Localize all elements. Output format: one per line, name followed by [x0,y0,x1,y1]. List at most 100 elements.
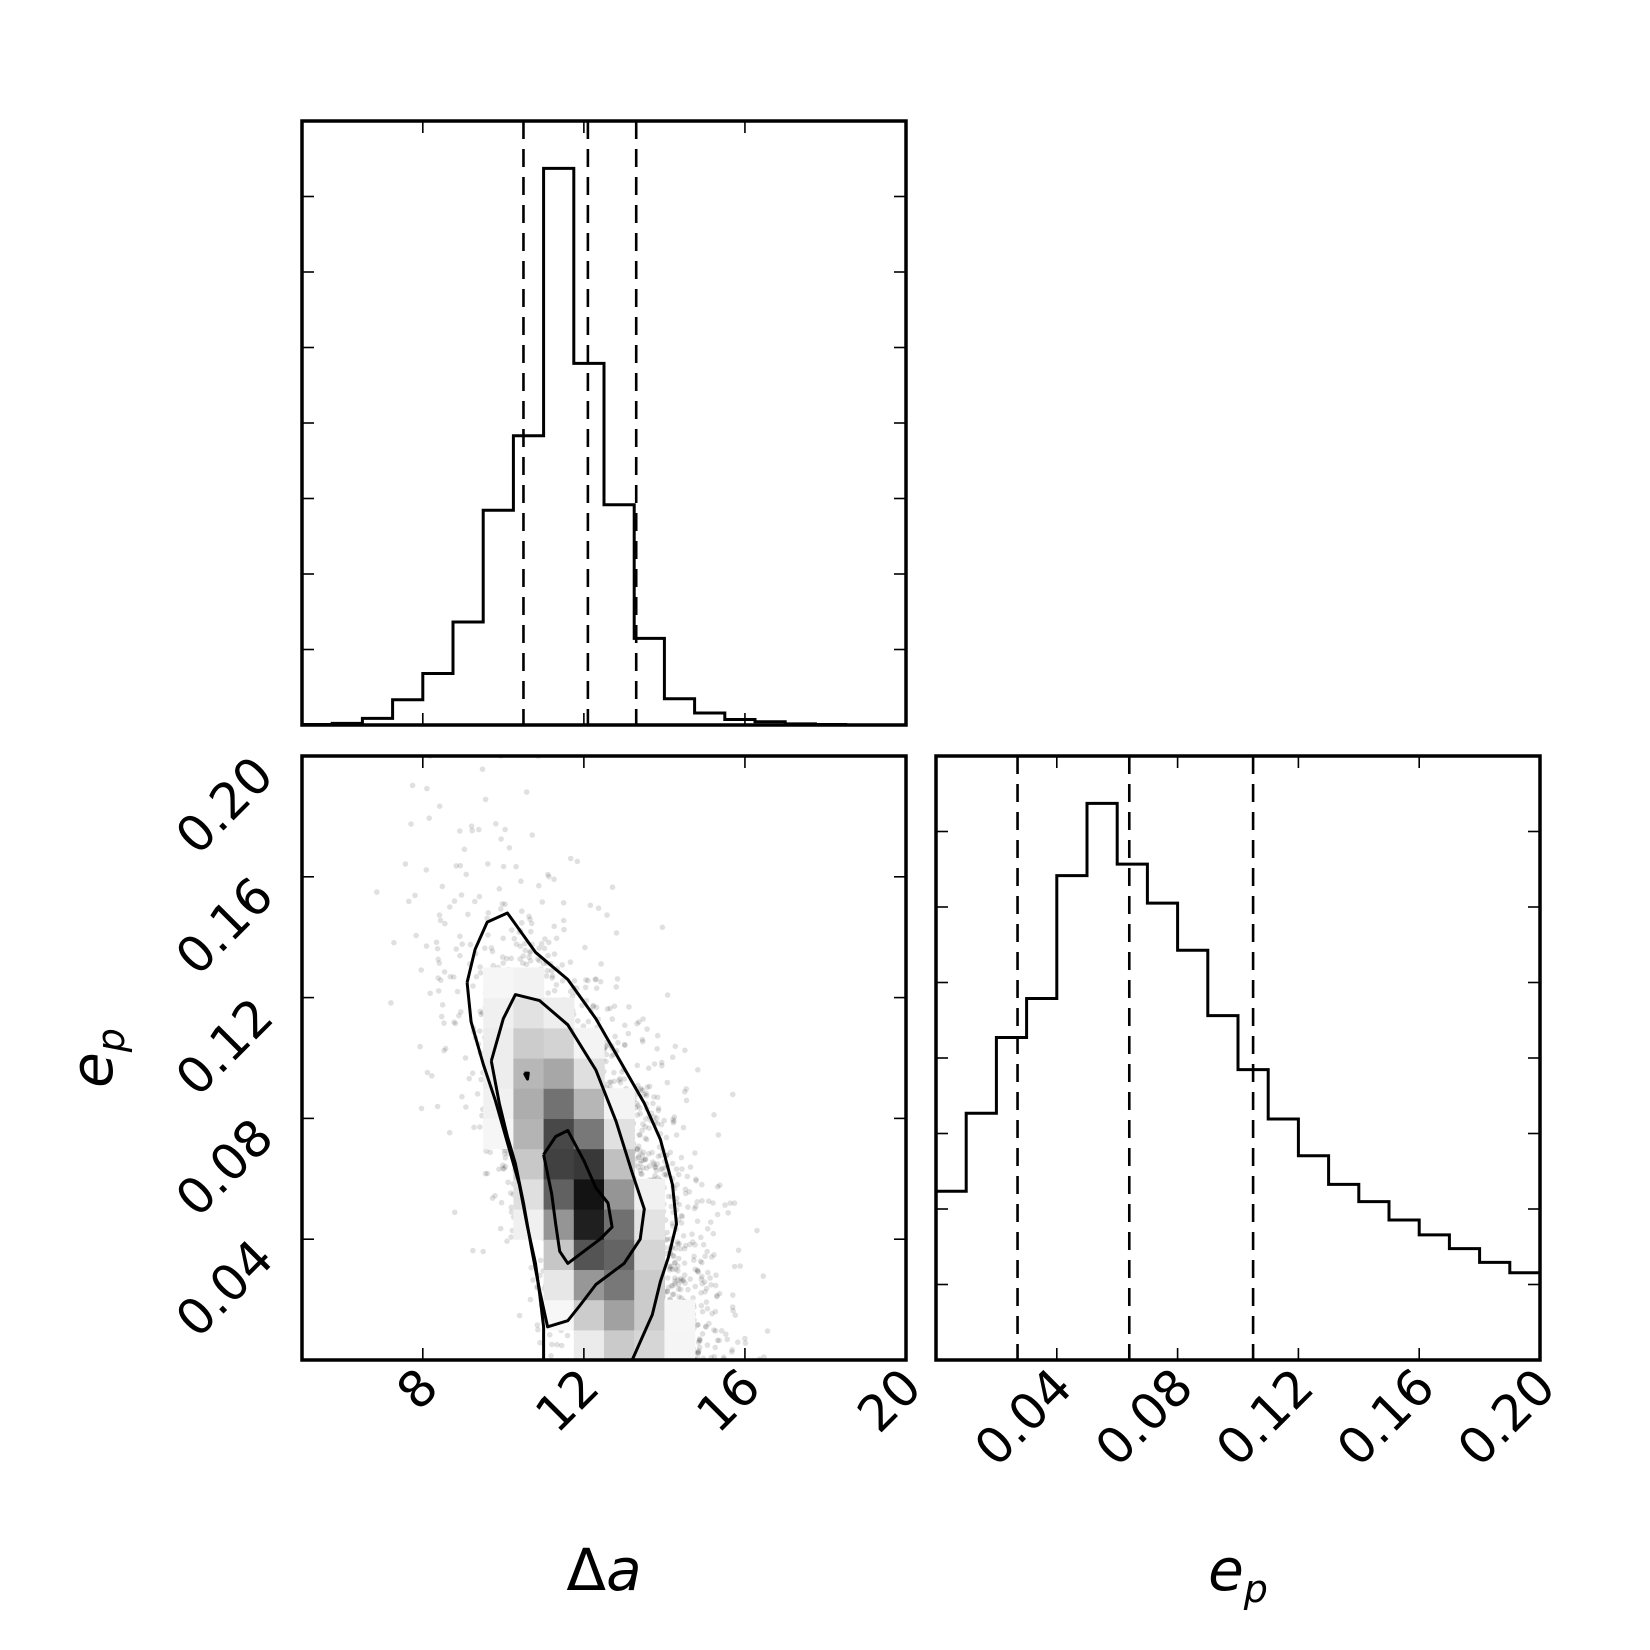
density-cell [543,1027,575,1059]
scatter-point [429,1073,435,1079]
scatter-point [634,1100,640,1107]
scatter-point [539,899,546,905]
scatter-point [504,1238,510,1244]
scatter-point [695,1349,701,1356]
scatter-point [674,1181,680,1188]
scatter-point [634,1020,640,1027]
scatter-point [489,1195,496,1201]
scatter-point [678,1220,685,1226]
scatter-point [438,977,444,983]
scatter-point [541,945,548,952]
scatter-point [480,1248,487,1255]
scatter-point [658,1152,664,1159]
scatter-point [651,1114,657,1120]
scatter-point [664,1079,671,1086]
scatter-point [470,983,476,989]
scatter-point [501,1150,508,1157]
scatter-point [654,1032,661,1039]
scatter-frame [300,754,908,1362]
scatter-point [711,1327,717,1333]
scatter-point [435,975,442,981]
scatter-point [695,1348,702,1354]
scatter-point [675,1281,682,1288]
scatter-point [664,1275,671,1281]
scatter-point [661,1117,667,1124]
density-cell [513,967,545,999]
scatter-point [669,1220,676,1227]
scatter-point [462,1055,469,1061]
scatter-point [671,1253,677,1260]
scatter-point [760,1273,767,1279]
scatter-point [522,947,528,954]
scatter-point [700,1241,707,1248]
scatter-point [672,1245,679,1252]
scatter-point [653,1167,660,1174]
scatter-point [530,1277,536,1283]
scatter-point [716,1290,723,1297]
scatter-point [691,1253,697,1260]
x-tick-label: 12 [524,1357,610,1443]
scatter-point [675,1263,681,1269]
scatter-point [663,1134,670,1141]
scatter-point [549,973,556,979]
scatter-point [477,1008,483,1015]
scatter-point [704,1342,711,1348]
density-cell [604,1329,635,1360]
scatter-point [500,935,507,942]
scatter-point [499,901,506,907]
scatter-point [695,1349,701,1355]
scatter-point [478,1011,484,1018]
scatter-point [508,1234,514,1240]
scatter-point [477,1028,483,1034]
scatter-point [637,1087,644,1093]
scatter-point [546,939,552,946]
scatter-point [714,1337,721,1344]
scatter-point [670,1282,676,1289]
scatter-point [459,941,466,947]
scatter-point [685,1204,691,1210]
scatter-point [517,956,523,962]
scatter-point [692,1242,698,1248]
scatter-point [457,952,463,959]
scatter-point [658,1121,665,1128]
scatter-point [437,917,444,924]
scatter-point [754,1227,760,1234]
ep-histogram-steps [934,801,1540,1360]
scatter-point [575,1018,581,1024]
scatter-point [671,1260,678,1266]
scatter-point [699,1181,705,1188]
scatter-point [477,1124,483,1130]
scatter-point [453,863,460,869]
density-cell [543,1088,575,1119]
scatter-point [508,1204,515,1211]
scatter-point [634,1145,641,1152]
scatter-point [523,961,530,968]
y-axis-label-e: e [58,1052,126,1088]
scatter-point [643,1165,650,1171]
scatter-point [694,1199,700,1205]
scatter-point [664,1289,671,1295]
scatter-point [684,1173,691,1180]
scatter-point [637,1160,643,1167]
scatter-point [434,1103,441,1110]
scatter-point [523,789,530,795]
scatter-point [714,1184,721,1190]
scatter-point [699,1308,706,1315]
scatter-point [703,1324,709,1330]
scatter-point [442,1045,449,1052]
scatter-point [652,1164,658,1170]
scatter-point [646,1163,653,1169]
scatter-point [482,945,488,951]
scatter-point [703,1299,710,1305]
scatter-point [498,1199,505,1206]
scatter-point [412,892,418,899]
scatter-point [611,1003,618,1009]
delta-a-tick-labels: 8 12 16 20 [386,1357,933,1443]
scatter-point [499,954,506,960]
scatter-point [469,827,476,834]
scatter-point [453,946,460,952]
density-cell [573,1209,605,1240]
scatter-point [723,1331,729,1337]
scatter-point [526,954,532,960]
x-axis-label-e: e [1208,1536,1244,1604]
